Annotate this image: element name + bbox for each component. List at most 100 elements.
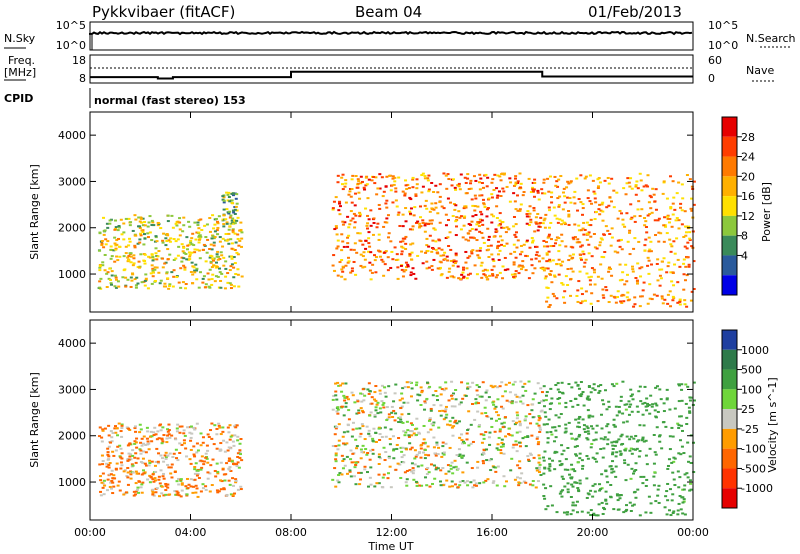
scatter-cell [476, 205, 480, 208]
scatter-cell [142, 435, 146, 438]
scatter-cell [518, 430, 522, 433]
scatter-cell [607, 301, 611, 304]
scatter-cell [101, 428, 105, 431]
scatter-cell [208, 217, 212, 220]
scatter-cell [549, 485, 553, 488]
scatter-cell [361, 444, 365, 447]
scatter-cell [576, 300, 580, 303]
scatter-cell [352, 260, 356, 263]
noise-tick-right-bottom: 10^0 [708, 39, 738, 52]
scatter-cell [492, 235, 496, 238]
scatter-cell [670, 461, 674, 464]
scatter-cell [109, 282, 113, 285]
scatter-cell [626, 240, 630, 243]
scatter-cell [152, 494, 156, 497]
scatter-cell [411, 178, 415, 181]
scatter-cell [336, 239, 340, 242]
scatter-cell [479, 264, 483, 267]
scatter-cell [380, 400, 384, 403]
scatter-cell [197, 249, 201, 252]
scatter-cell [686, 441, 690, 444]
freq-label-line1: Freq. [8, 54, 35, 67]
scatter-cell [538, 457, 542, 460]
scatter-cell [150, 282, 154, 285]
scatter-cell [336, 181, 340, 184]
scatter-cell [524, 269, 528, 272]
scatter-cell [445, 413, 449, 416]
scatter-cell [633, 220, 637, 223]
scatter-cell [344, 396, 348, 399]
scatter-cell [512, 263, 516, 266]
scatter-cell [379, 411, 383, 414]
scatter-cell [596, 275, 600, 278]
scatter-cell [619, 494, 623, 497]
scatter-cell [419, 456, 423, 459]
scatter-cell [681, 488, 685, 491]
scatter-cell [196, 224, 200, 227]
scatter-cell [669, 305, 673, 308]
scatter-cell [562, 511, 566, 514]
scatter-cell [655, 426, 659, 429]
scatter-cell [578, 415, 582, 418]
scatter-cell [350, 270, 354, 273]
scatter-cell [355, 445, 359, 448]
scatter-cell [551, 292, 555, 295]
scatter-cell [421, 451, 425, 454]
scatter-cell [607, 400, 611, 403]
scatter-cell [337, 439, 341, 442]
scatter-cell [514, 181, 518, 184]
scatter-cell [496, 443, 500, 446]
scatter-cell [496, 253, 500, 256]
scatter-cell [189, 241, 193, 244]
scatter-cell [544, 415, 548, 418]
scatter-cell [660, 295, 664, 298]
scatter-cell [666, 467, 670, 470]
scatter-cell [475, 223, 479, 226]
scatter-cell [603, 389, 607, 392]
scatter-cell [393, 419, 397, 422]
scatter-cell [481, 451, 485, 454]
scatter-cell [498, 212, 502, 215]
scatter-cell [680, 383, 684, 386]
scatter-cell [233, 262, 237, 265]
scatter-cell [548, 304, 552, 307]
scatter-cell [227, 446, 231, 449]
scatter-cell [134, 482, 138, 485]
scatter-cell [512, 184, 516, 187]
scatter-cell [443, 251, 447, 254]
scatter-cell [132, 257, 136, 260]
scatter-cell [636, 410, 640, 413]
scatter-cell [192, 266, 196, 269]
scatter-cell [413, 463, 417, 466]
scatter-cell [520, 268, 524, 271]
scatter-cell [636, 488, 640, 491]
scatter-cell [658, 284, 662, 287]
scatter-cell [532, 195, 536, 198]
scatter-cell [227, 196, 231, 199]
scatter-cell [403, 434, 407, 437]
scatter-cell [211, 458, 215, 461]
velocity-cbar-label: Velocity [m s^-1] [766, 377, 779, 472]
scatter-cell [494, 405, 498, 408]
scatter-cell [170, 463, 174, 466]
scatter-cell [331, 478, 335, 481]
scatter-cell [611, 453, 615, 456]
scatter-cell [415, 178, 419, 181]
scatter-cell [154, 247, 158, 250]
colorbar-tick-label: 25 [741, 403, 755, 416]
scatter-cell [449, 275, 453, 278]
scatter-cell [507, 432, 511, 435]
scatter-cell [363, 265, 367, 268]
colorbar-segment [722, 428, 737, 449]
scatter-cell [199, 218, 203, 221]
scatter-cell [373, 259, 377, 262]
scatter-cell [423, 400, 427, 403]
scatter-cell [632, 437, 636, 440]
scatter-cell [435, 443, 439, 446]
scatter-cell [154, 460, 158, 463]
scatter-cell [175, 493, 179, 496]
scatter-cell [194, 238, 198, 241]
scatter-cell [546, 236, 550, 239]
scatter-cell [445, 187, 449, 190]
scatter-cell [503, 416, 507, 419]
